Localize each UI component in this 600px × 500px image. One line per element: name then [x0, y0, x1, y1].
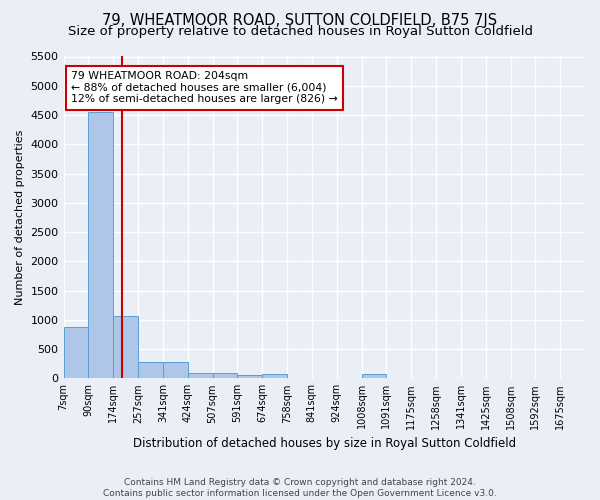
Bar — [64, 327, 88, 378]
Bar — [88, 112, 113, 378]
X-axis label: Distribution of detached houses by size in Royal Sutton Coldfield: Distribution of detached houses by size … — [133, 437, 516, 450]
Text: Size of property relative to detached houses in Royal Sutton Coldfield: Size of property relative to detached ho… — [67, 25, 533, 38]
Bar — [362, 374, 386, 378]
Bar — [138, 362, 163, 378]
Bar — [163, 362, 188, 378]
Text: Contains HM Land Registry data © Crown copyright and database right 2024.
Contai: Contains HM Land Registry data © Crown c… — [103, 478, 497, 498]
Text: 79 WHEATMOOR ROAD: 204sqm
← 88% of detached houses are smaller (6,004)
12% of se: 79 WHEATMOOR ROAD: 204sqm ← 88% of detac… — [71, 71, 338, 104]
Bar — [238, 375, 262, 378]
Bar — [212, 373, 238, 378]
Bar — [188, 373, 212, 378]
Y-axis label: Number of detached properties: Number of detached properties — [15, 130, 25, 305]
Bar — [113, 316, 138, 378]
Text: 79, WHEATMOOR ROAD, SUTTON COLDFIELD, B75 7JS: 79, WHEATMOOR ROAD, SUTTON COLDFIELD, B7… — [103, 12, 497, 28]
Bar — [262, 374, 287, 378]
